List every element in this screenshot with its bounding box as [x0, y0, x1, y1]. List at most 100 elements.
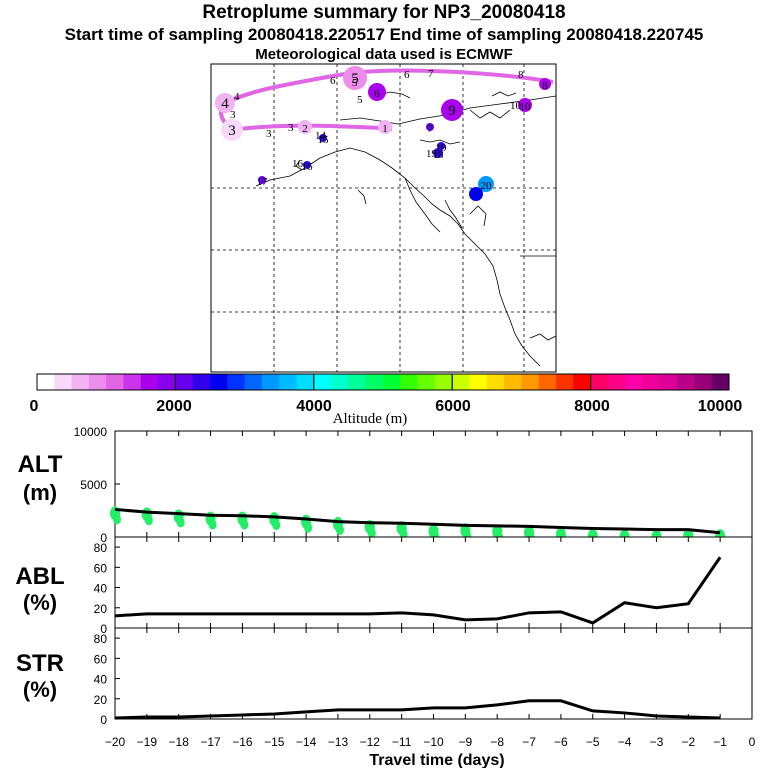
y-tick-label: 0	[100, 713, 107, 727]
map-label: 3	[230, 109, 236, 121]
colorbar-swatch	[711, 374, 730, 390]
colorbar-swatch	[400, 374, 419, 390]
x-tick-label: −3	[650, 735, 664, 749]
map-label: 3	[288, 122, 294, 134]
map-marker	[368, 83, 386, 101]
map-marker-label: 7	[427, 123, 433, 135]
sampling-time-text: Start time of sampling 20080418.220517 E…	[64, 25, 704, 44]
met-data-text: Meteorological data used is ECMWF	[255, 46, 513, 63]
y-tick-label: 80	[94, 632, 108, 646]
map-marker	[426, 123, 434, 131]
colorbar-swatch	[296, 374, 315, 390]
colorbar-swatch	[244, 374, 263, 390]
map-marker	[221, 119, 243, 141]
colorbar-swatch	[452, 374, 470, 390]
colorbar-swatch	[261, 374, 280, 390]
map-extra-labels: 4 3 3 6 6 7 8 5 5 3 10 16 19 14	[230, 68, 524, 170]
map-marker	[433, 148, 443, 158]
panel-title: ABL	[15, 563, 64, 590]
y-tick-label: 60	[94, 652, 108, 666]
x-tick-label: −18	[169, 735, 190, 749]
x-tick-label: −9	[459, 735, 473, 749]
map-marker	[258, 176, 266, 184]
panel-unit: (%)	[23, 590, 57, 615]
map-label: 8	[518, 69, 524, 81]
map-label: 10	[510, 100, 522, 112]
particle-cluster	[113, 514, 121, 525]
map-label: 5	[352, 77, 358, 89]
colorbar-swatch	[279, 374, 297, 390]
map-marker-label: 6	[374, 88, 380, 100]
colorbar-swatch	[659, 374, 678, 390]
colorbar-label: Altitude (m)	[333, 411, 408, 427]
colorbar-swatch	[210, 374, 228, 390]
colorbar-swatch	[573, 374, 592, 390]
colorbar-tick-label: 2000	[156, 398, 192, 415]
colorbar-tick-label: 6000	[435, 398, 471, 415]
map-marker-label: 20	[481, 180, 493, 192]
colorbar-swatch	[486, 374, 505, 390]
colorbar-tick-label: 10000	[698, 398, 743, 415]
colorbar-swatch	[106, 374, 124, 390]
map-marker	[343, 66, 367, 90]
map-marker	[539, 78, 551, 90]
colorbar-ticks: 0 2000 4000 6000 8000 10000	[30, 398, 743, 415]
y-tick-label: 40	[94, 673, 108, 687]
colorbar-swatch	[538, 374, 557, 390]
map-label: 16	[292, 158, 304, 170]
map-marker-label: 5	[351, 71, 359, 87]
colorbar-swatch	[54, 374, 73, 390]
y-tick-label: 60	[94, 561, 108, 575]
x-tick-label: −8	[490, 735, 504, 749]
colorbar-swatch	[434, 374, 453, 390]
map-marker-label: 18	[433, 149, 445, 161]
colorbar-swatch	[677, 374, 695, 390]
map-marker	[518, 98, 532, 112]
panel-title: ALT	[18, 451, 63, 478]
particle-cluster	[176, 517, 185, 528]
y-tick-label: 10000	[74, 425, 108, 439]
y-tick-label: 20	[94, 602, 108, 616]
map-marker	[441, 99, 463, 121]
colorbar-swatch	[625, 374, 643, 390]
x-tick-label: −20	[105, 735, 126, 749]
x-tick-label: −17	[200, 735, 221, 749]
colorbar-swatch	[590, 374, 609, 390]
colorbar-swatch	[417, 374, 436, 390]
x-axis-label: Travel time (days)	[369, 752, 504, 768]
map-marker	[469, 187, 483, 201]
map-marker-label: 9	[448, 103, 456, 119]
map-label: 14	[315, 130, 327, 142]
map-marker-label: 17	[257, 176, 269, 188]
map-marker	[437, 142, 445, 150]
x-tick-label: 0	[749, 735, 756, 749]
colorbar-swatch	[521, 374, 540, 390]
map-marker	[378, 120, 392, 134]
x-tick-label: −2	[681, 735, 695, 749]
x-tick-label: −4	[618, 735, 632, 749]
colorbar-swatch	[123, 374, 142, 390]
x-tick-label: −12	[360, 735, 381, 749]
colorbar-swatch	[556, 374, 574, 390]
map-label: 4	[234, 91, 240, 103]
y-tick-label: 5000	[80, 478, 107, 492]
series-line-str	[114, 699, 721, 720]
x-tick-label: −16	[232, 735, 253, 749]
y-tick-label: 80	[94, 541, 108, 555]
colorbar-swatch	[192, 374, 211, 390]
map-label: 6	[404, 69, 410, 81]
coastlines	[255, 91, 557, 367]
map-marker	[478, 176, 494, 192]
colorbar-swatch	[313, 374, 332, 390]
x-tick-label: −15	[264, 735, 285, 749]
particle-cluster	[144, 515, 153, 526]
y-tick-label: 0	[100, 622, 107, 636]
y-tick-label: 20	[94, 693, 108, 707]
colorbar-swatch	[71, 374, 90, 390]
map-label: 3	[266, 128, 272, 140]
series-line-abl	[114, 556, 722, 625]
particle-cluster	[240, 519, 249, 530]
colorbar-tick-label: 0	[30, 398, 39, 415]
